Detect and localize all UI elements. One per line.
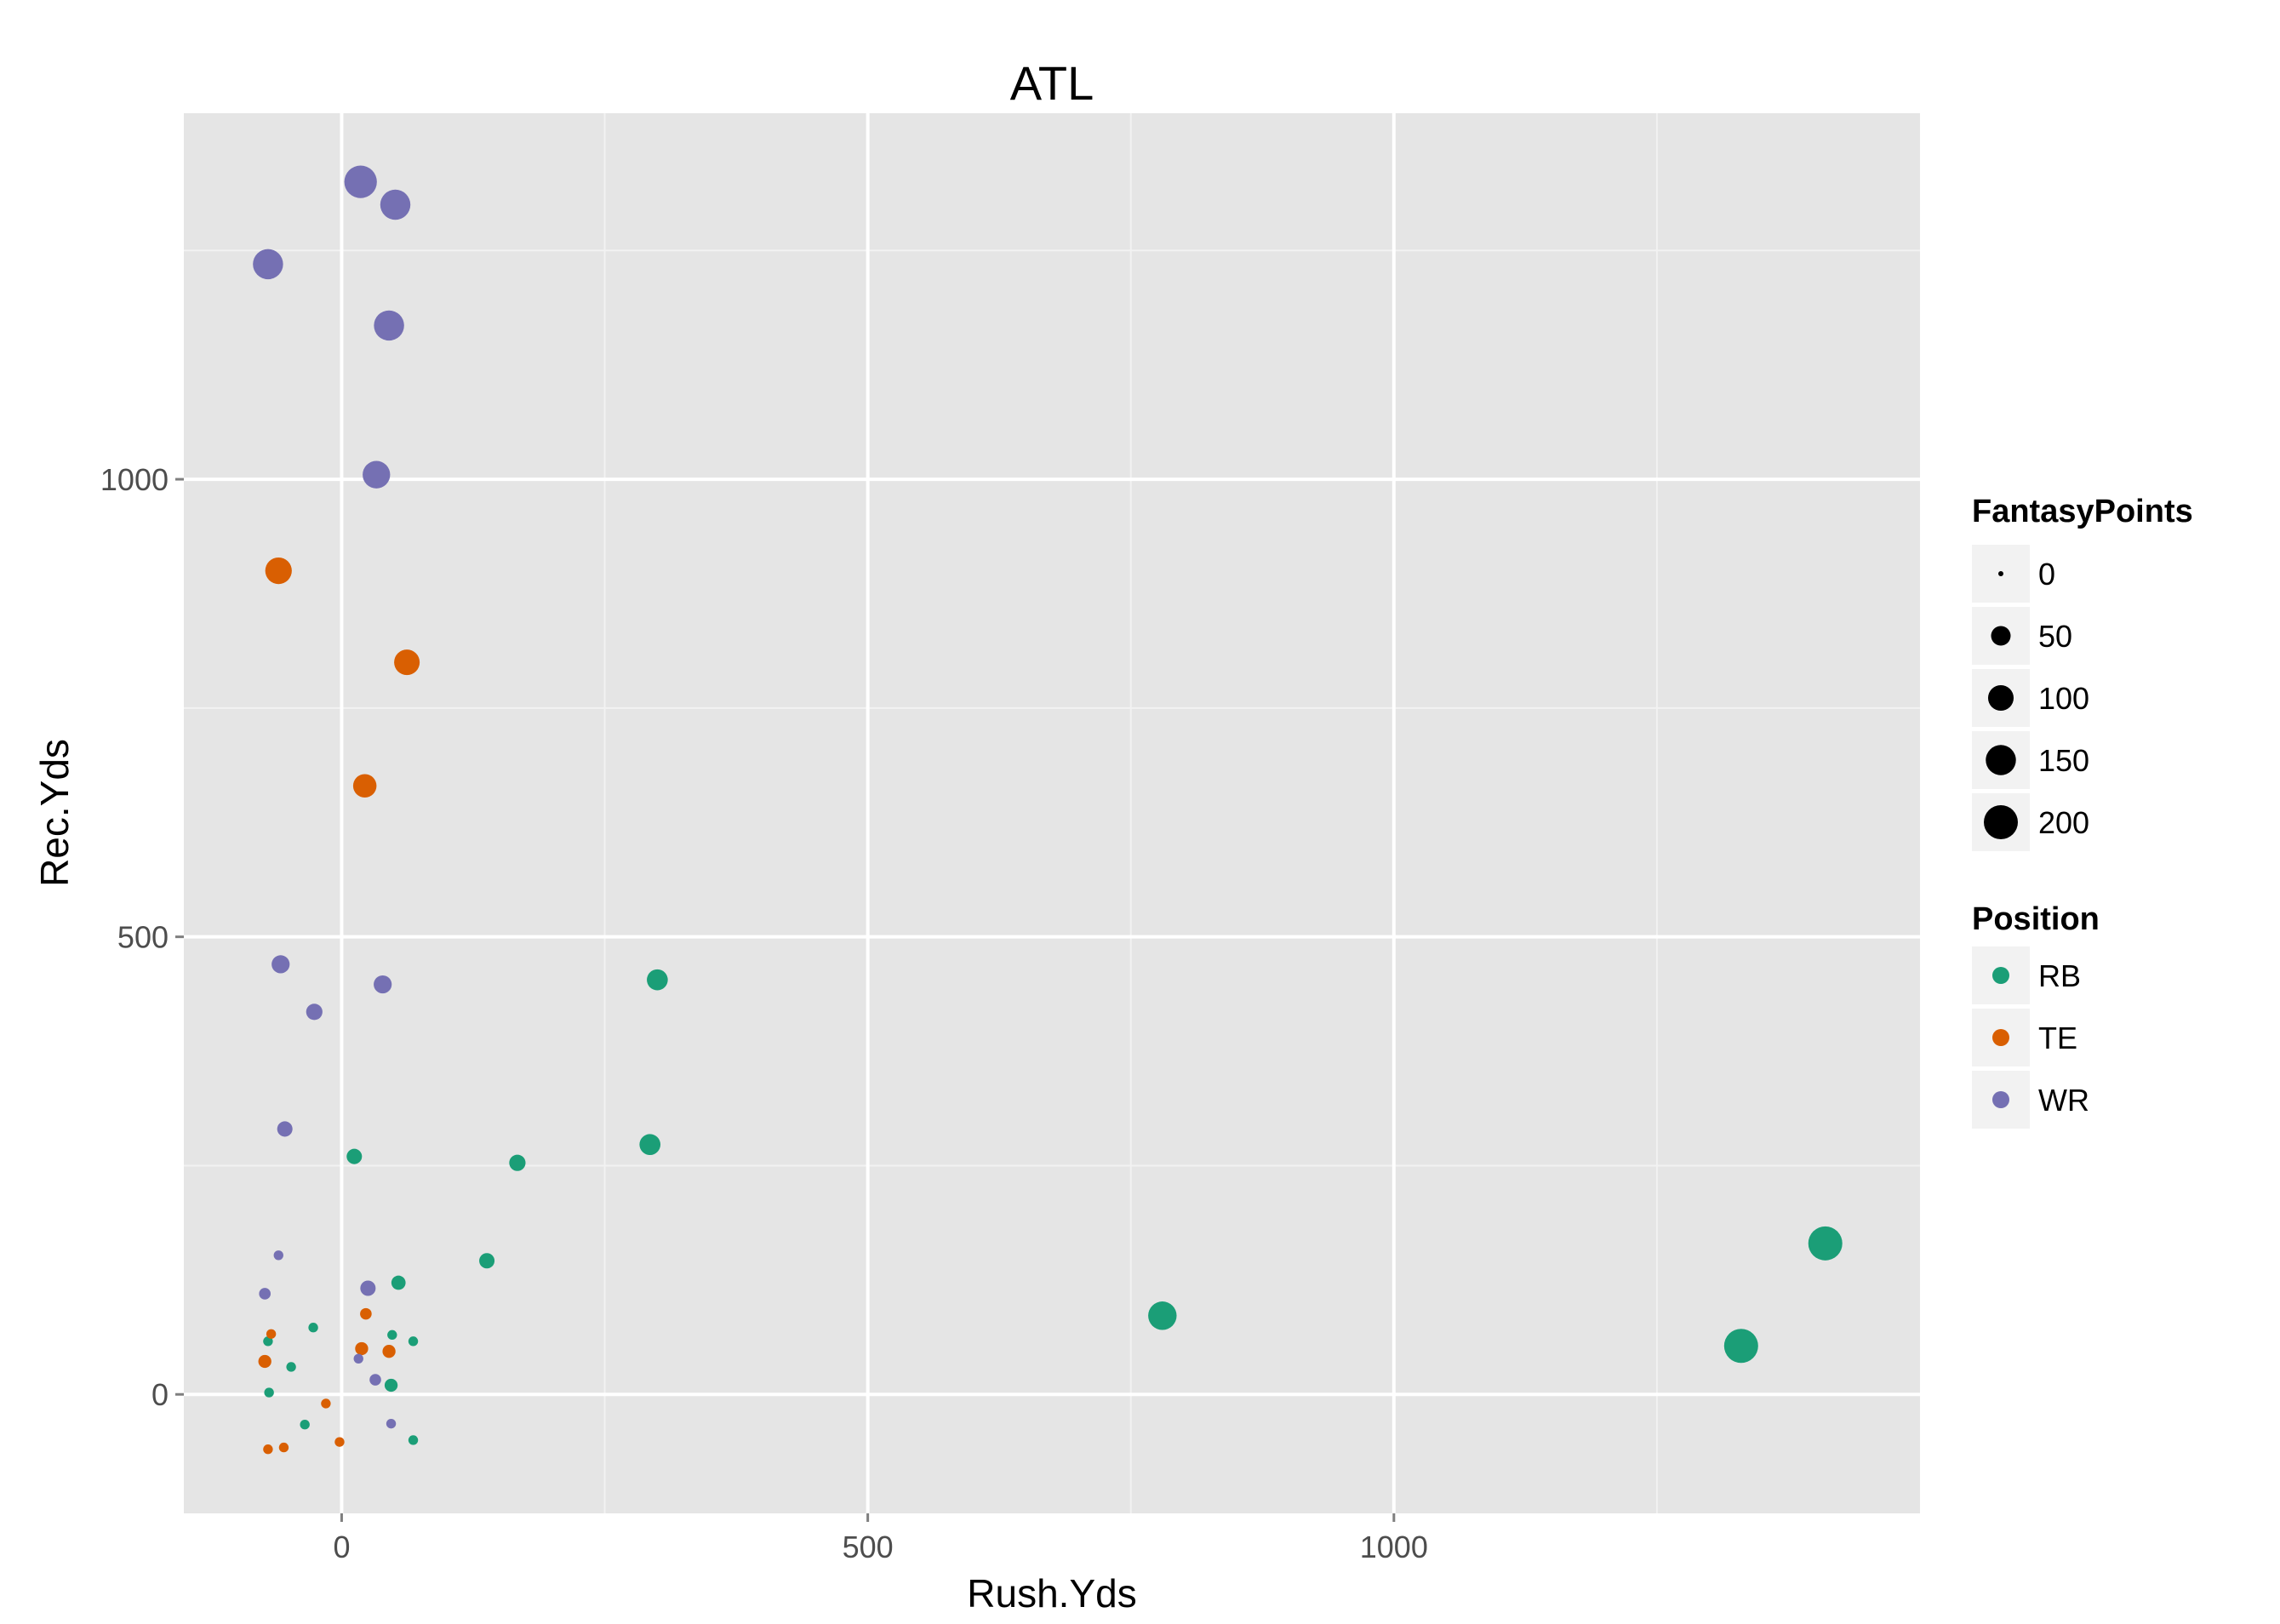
size-legend-label: 50 <box>2038 619 2072 654</box>
y-tick-label: 1000 <box>100 462 169 497</box>
data-point-wr <box>344 165 377 198</box>
data-point-wr <box>306 1004 323 1021</box>
data-point-rb <box>391 1275 406 1290</box>
x-tick-label: 0 <box>333 1530 350 1564</box>
color-legend-label: TE <box>2038 1021 2077 1055</box>
data-point-rb <box>1808 1226 1843 1261</box>
data-point-wr <box>273 1250 283 1261</box>
data-point-rb <box>308 1323 318 1333</box>
data-point-te <box>394 649 420 676</box>
data-point-wr <box>277 1121 293 1137</box>
data-point-rb <box>408 1435 419 1445</box>
color-legend-label: RB <box>2038 958 2081 993</box>
y-axis-title: Rec.Yds <box>32 739 77 887</box>
size-legend-dot <box>1991 626 2011 646</box>
data-point-te <box>258 1354 271 1369</box>
color-legend: Position RB TE WR <box>1972 901 2100 1129</box>
data-point-wr <box>271 955 290 974</box>
data-point-rb <box>639 1134 661 1156</box>
x-tick-label: 1000 <box>1360 1530 1428 1564</box>
size-legend: FantasyPoints 0 50 100 150 200 <box>1972 494 2193 851</box>
size-legend-label: 100 <box>2038 681 2089 716</box>
data-point-wr <box>380 189 411 220</box>
data-point-wr <box>374 975 392 994</box>
data-point-rb <box>479 1253 495 1269</box>
size-legend-label: 200 <box>2038 805 2089 840</box>
color-legend-dot <box>1992 967 2009 984</box>
size-legend-dot <box>1986 745 2016 775</box>
size-legend-label: 0 <box>2038 557 2055 592</box>
data-point-rb <box>384 1378 398 1392</box>
x-tick-label: 500 <box>843 1530 894 1564</box>
data-point-te <box>355 1341 369 1356</box>
data-point-wr <box>369 1374 381 1386</box>
data-point-rb <box>346 1148 363 1164</box>
size-legend-label: 150 <box>2038 743 2089 778</box>
data-point-te <box>352 774 377 798</box>
data-point-te <box>382 1345 396 1358</box>
data-point-wr <box>363 460 391 489</box>
size-legend-dot <box>1987 684 2014 712</box>
plot-panel <box>184 113 1920 1513</box>
y-axis-ticks: 0 500 1000 <box>100 462 184 1412</box>
y-tick-label: 0 <box>151 1377 169 1412</box>
data-point-rb <box>1148 1301 1177 1330</box>
data-point-rb <box>263 1336 273 1347</box>
grid-major <box>184 113 1920 1513</box>
data-point-rb <box>647 969 668 991</box>
data-point-te <box>360 1307 372 1320</box>
data-point-te <box>265 557 292 585</box>
data-point-rb <box>408 1336 419 1347</box>
x-axis-title: Rush.Yds <box>967 1571 1136 1615</box>
data-point-rb <box>509 1154 526 1171</box>
data-point-te <box>334 1437 345 1447</box>
chart-title: ATL <box>1010 56 1094 110</box>
color-legend-dot <box>1992 1091 2009 1108</box>
size-legend-dot <box>1984 805 2018 839</box>
data-point-rb <box>387 1330 397 1341</box>
data-point-wr <box>353 1353 363 1364</box>
data-point-rb <box>1723 1329 1758 1364</box>
data-point-rb <box>300 1420 310 1430</box>
data-point-te <box>321 1398 331 1409</box>
data-point-te <box>263 1444 273 1455</box>
data-point-te <box>278 1442 289 1453</box>
data-point-wr <box>259 1288 271 1300</box>
x-axis-ticks: 0 500 1000 <box>333 1513 1428 1564</box>
data-point-wr <box>374 310 404 341</box>
data-point-te <box>266 1329 277 1339</box>
color-legend-label: WR <box>2038 1083 2089 1118</box>
data-point-rb <box>264 1387 274 1398</box>
data-points <box>253 165 1843 1455</box>
data-point-wr <box>386 1418 397 1429</box>
color-legend-title: Position <box>1972 901 2100 937</box>
y-tick-label: 500 <box>117 920 169 955</box>
data-point-wr <box>360 1280 376 1296</box>
data-point-rb <box>286 1362 296 1372</box>
data-point-wr <box>253 249 283 280</box>
size-legend-title: FantasyPoints <box>1972 494 2193 529</box>
color-legend-dot <box>1992 1029 2009 1046</box>
size-legend-dot <box>1998 571 2003 576</box>
grid-minor <box>184 113 1920 1513</box>
